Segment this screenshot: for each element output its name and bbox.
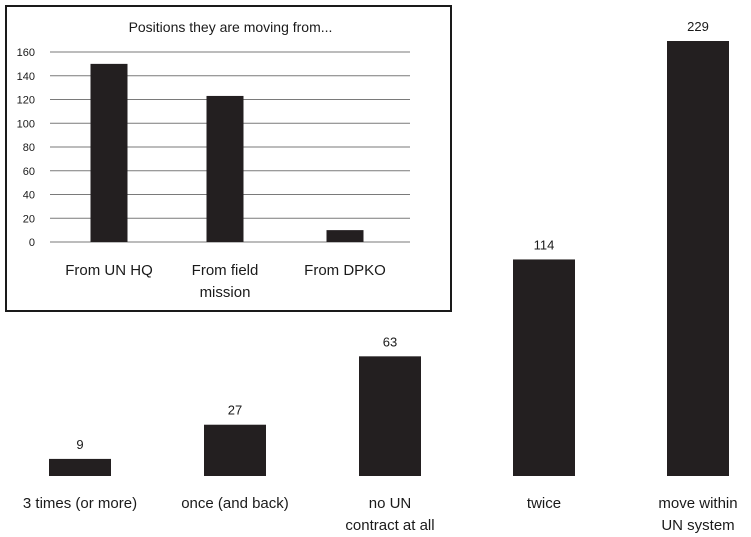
- main-category-label: contract at all: [345, 517, 434, 534]
- inset-category-label: From DPKO: [304, 262, 386, 279]
- main-bar-value-label: 114: [534, 237, 555, 252]
- inset-y-tick-label: 120: [17, 95, 35, 107]
- inset-chart-panel: 0 20 40 60 80 100 120 140 160 From UN HQ From fiel…: [5, 5, 452, 312]
- main-category-label: move within: [658, 495, 737, 512]
- inset-bar: [327, 230, 364, 242]
- inset-bar: [207, 96, 244, 242]
- inset-y-tick-label: 100: [17, 118, 35, 130]
- main-category-label: once (and back): [181, 495, 289, 512]
- inset-bar-chart: 0 20 40 60 80 100 120 140 160 From UN HQ From fiel…: [7, 7, 450, 310]
- main-category-label: no UN: [369, 495, 412, 512]
- main-category-label: 3 times (or more): [23, 495, 137, 512]
- main-bar: [359, 356, 421, 476]
- main-bar: [667, 41, 729, 476]
- main-bar-value-label: 9: [76, 437, 83, 452]
- main-bar: [513, 259, 575, 476]
- inset-y-tick-label: 20: [23, 213, 35, 225]
- main-bar-value-label: 27: [228, 403, 242, 418]
- inset-category-label: From UN HQ: [65, 262, 153, 279]
- inset-y-tick-label: 40: [23, 190, 35, 202]
- main-category-label: UN system: [661, 517, 734, 534]
- main-category-label: twice: [527, 495, 561, 512]
- inset-y-tick-label: 0: [29, 237, 35, 249]
- main-bar-value-label: 229: [687, 19, 709, 34]
- main-bar: [49, 459, 111, 476]
- inset-y-tick-label: 160: [17, 47, 35, 59]
- inset-category-label: From field: [192, 262, 259, 279]
- main-bar: [204, 425, 266, 476]
- inset-y-tick-label: 60: [23, 166, 35, 178]
- inset-bar: [91, 64, 128, 242]
- inset-chart-title: Positions they are moving from...: [7, 19, 454, 35]
- main-bar-value-label: 63: [383, 334, 397, 349]
- inset-y-tick-label: 80: [23, 142, 35, 154]
- inset-y-tick-label: 140: [17, 71, 35, 83]
- inset-category-label: mission: [200, 284, 251, 301]
